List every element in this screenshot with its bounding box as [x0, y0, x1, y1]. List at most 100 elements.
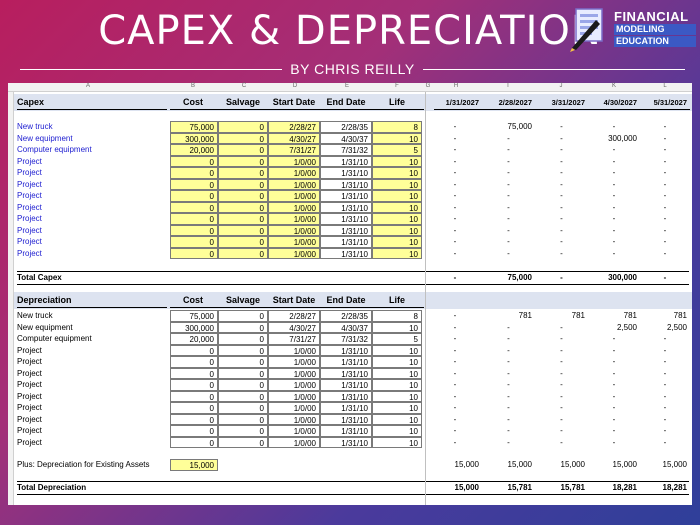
- month-value-cell[interactable]: -: [507, 334, 510, 343]
- salvage-cell[interactable]: 0: [218, 344, 268, 356]
- cost-cell[interactable]: 0: [170, 379, 218, 391]
- month-value-cell[interactable]: -: [663, 368, 667, 378]
- month-value-cell[interactable]: -: [612, 179, 616, 189]
- month-value-cell[interactable]: -: [663, 334, 667, 343]
- salvage-cell[interactable]: 0: [218, 144, 268, 156]
- month-value-cell[interactable]: -: [507, 214, 510, 223]
- month-value-cell[interactable]: -: [507, 414, 510, 424]
- end-date-cell[interactable]: 1/31/10: [320, 224, 372, 236]
- start-date-cell[interactable]: 1/0/00: [268, 247, 320, 259]
- salvage-cell[interactable]: 0: [218, 121, 268, 133]
- month-value-cell[interactable]: -: [612, 437, 616, 447]
- start-date-cell[interactable]: 2/28/27: [268, 121, 320, 133]
- total-capex-value[interactable]: -: [663, 273, 667, 282]
- end-date-cell[interactable]: 1/31/10: [320, 213, 372, 225]
- end-date-cell[interactable]: 1/31/10: [320, 155, 372, 167]
- start-date-cell[interactable]: 1/0/00: [268, 167, 320, 179]
- month-value-cell[interactable]: -: [663, 122, 667, 131]
- cost-cell[interactable]: 0: [170, 436, 218, 448]
- column-letter[interactable]: J: [559, 83, 563, 89]
- month-value-cell[interactable]: -: [663, 391, 667, 401]
- month-value-cell[interactable]: -: [612, 380, 616, 389]
- start-date-cell[interactable]: 1/0/00: [268, 224, 320, 236]
- salvage-cell[interactable]: 0: [218, 132, 268, 144]
- column-letter[interactable]: H: [453, 83, 459, 89]
- month-value-cell[interactable]: -: [507, 156, 510, 166]
- month-value-cell[interactable]: -: [612, 248, 616, 258]
- cost-cell[interactable]: 0: [170, 213, 218, 225]
- end-date-cell[interactable]: 4/30/37: [320, 132, 372, 144]
- start-date-cell[interactable]: 7/31/27: [268, 333, 320, 345]
- life-cell[interactable]: 10: [372, 402, 422, 414]
- total-depreciation-value[interactable]: 15,781: [507, 483, 532, 492]
- cost-cell[interactable]: 20,000: [170, 144, 218, 156]
- cost-cell[interactable]: 20,000: [170, 333, 218, 345]
- existing-assets-month-value[interactable]: 15,000: [612, 460, 637, 469]
- cost-cell[interactable]: 0: [170, 413, 218, 425]
- month-value-cell[interactable]: -: [612, 334, 616, 343]
- month-value-cell[interactable]: -: [560, 225, 563, 235]
- life-cell[interactable]: 10: [372, 390, 422, 402]
- column-letter[interactable]: D: [292, 83, 298, 89]
- existing-assets-month-value[interactable]: 15,000: [454, 460, 479, 469]
- column-letter[interactable]: K: [611, 83, 616, 89]
- salvage-cell[interactable]: 0: [218, 425, 268, 437]
- cost-cell[interactable]: 0: [170, 402, 218, 414]
- column-letter[interactable]: G: [425, 83, 431, 89]
- month-value-cell[interactable]: -: [560, 345, 563, 355]
- column-letter[interactable]: C: [241, 83, 247, 89]
- start-date-cell[interactable]: 7/31/27: [268, 144, 320, 156]
- month-value-cell[interactable]: 75,000: [507, 122, 532, 131]
- month-value-cell[interactable]: -: [560, 334, 563, 343]
- existing-assets-input[interactable]: 15,000: [170, 459, 218, 471]
- month-value-cell[interactable]: -: [507, 145, 510, 154]
- total-depreciation-value[interactable]: 18,281: [662, 483, 687, 492]
- month-value-cell[interactable]: -: [453, 414, 457, 424]
- month-value-cell[interactable]: 781: [623, 311, 637, 320]
- end-date-cell[interactable]: 7/31/32: [320, 333, 372, 345]
- cost-cell[interactable]: 75,000: [170, 121, 218, 133]
- end-date-cell[interactable]: 1/31/10: [320, 344, 372, 356]
- end-date-cell[interactable]: 1/31/10: [320, 190, 372, 202]
- month-value-cell[interactable]: 2,500: [666, 322, 687, 332]
- month-value-cell[interactable]: -: [663, 145, 667, 154]
- salvage-cell[interactable]: 0: [218, 178, 268, 190]
- start-date-cell[interactable]: 1/0/00: [268, 178, 320, 190]
- end-date-cell[interactable]: 1/31/10: [320, 167, 372, 179]
- cost-cell[interactable]: 75,000: [170, 310, 218, 322]
- life-cell[interactable]: 10: [372, 367, 422, 379]
- start-date-cell[interactable]: 2/28/27: [268, 310, 320, 322]
- total-depreciation-value[interactable]: 18,281: [612, 483, 637, 492]
- month-value-cell[interactable]: -: [612, 426, 616, 435]
- cost-cell[interactable]: 0: [170, 344, 218, 356]
- month-value-cell[interactable]: -: [663, 403, 667, 412]
- month-value-cell[interactable]: -: [560, 357, 563, 366]
- month-value-cell[interactable]: -: [453, 225, 457, 235]
- salvage-cell[interactable]: 0: [218, 310, 268, 322]
- life-cell[interactable]: 10: [372, 247, 422, 259]
- month-value-cell[interactable]: -: [507, 237, 510, 246]
- end-date-cell[interactable]: 1/31/10: [320, 236, 372, 248]
- end-date-cell[interactable]: 1/31/10: [320, 436, 372, 448]
- month-value-cell[interactable]: -: [507, 391, 510, 401]
- month-value-cell[interactable]: -: [612, 391, 616, 401]
- month-value-cell[interactable]: -: [453, 214, 457, 223]
- start-date-cell[interactable]: 1/0/00: [268, 436, 320, 448]
- life-cell[interactable]: 10: [372, 132, 422, 144]
- month-value-cell[interactable]: -: [560, 179, 563, 189]
- month-value-cell[interactable]: -: [663, 345, 667, 355]
- cost-cell[interactable]: 0: [170, 201, 218, 213]
- start-date-cell[interactable]: 4/30/27: [268, 132, 320, 144]
- salvage-cell[interactable]: 0: [218, 201, 268, 213]
- month-value-cell[interactable]: -: [560, 248, 563, 258]
- month-value-cell[interactable]: -: [560, 191, 563, 200]
- month-value-cell[interactable]: -: [453, 179, 457, 189]
- month-value-cell[interactable]: 781: [518, 311, 532, 320]
- salvage-cell[interactable]: 0: [218, 333, 268, 345]
- life-cell[interactable]: 8: [372, 121, 422, 133]
- existing-assets-month-value[interactable]: 15,000: [560, 460, 585, 469]
- cost-cell[interactable]: 0: [170, 224, 218, 236]
- month-value-cell[interactable]: -: [453, 380, 457, 389]
- month-value-cell[interactable]: -: [453, 426, 457, 435]
- life-cell[interactable]: 10: [372, 190, 422, 202]
